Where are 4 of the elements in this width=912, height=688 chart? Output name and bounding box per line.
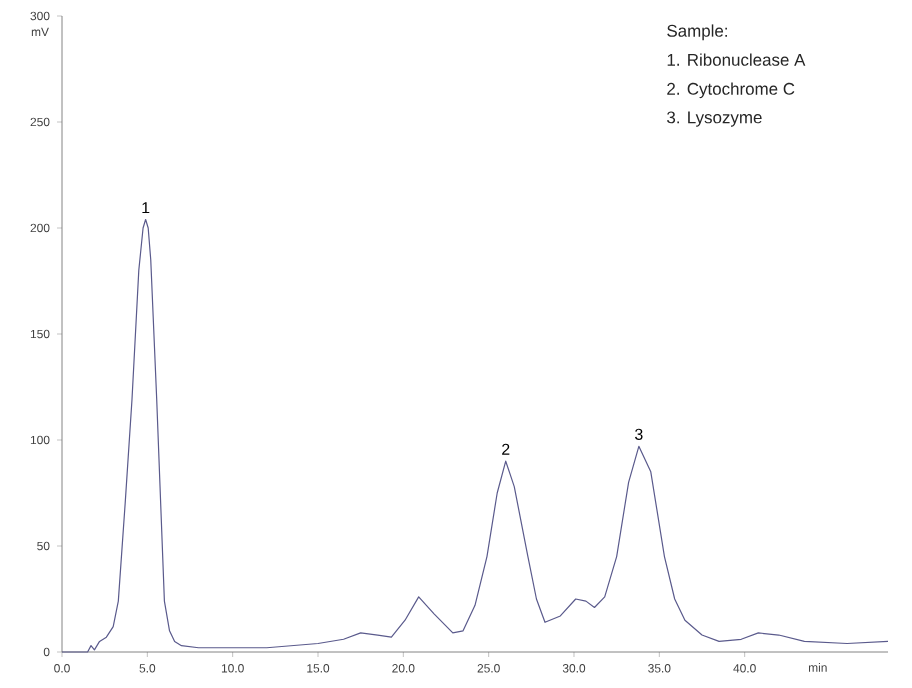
annotation: Sample:: [667, 24, 727, 41]
annotation: 1. Ribonuclease A: [667, 53, 806, 66]
annotation: 2. Cytochrome C: [667, 82, 795, 99]
annotation: 3. Lysozyme: [667, 111, 762, 127]
